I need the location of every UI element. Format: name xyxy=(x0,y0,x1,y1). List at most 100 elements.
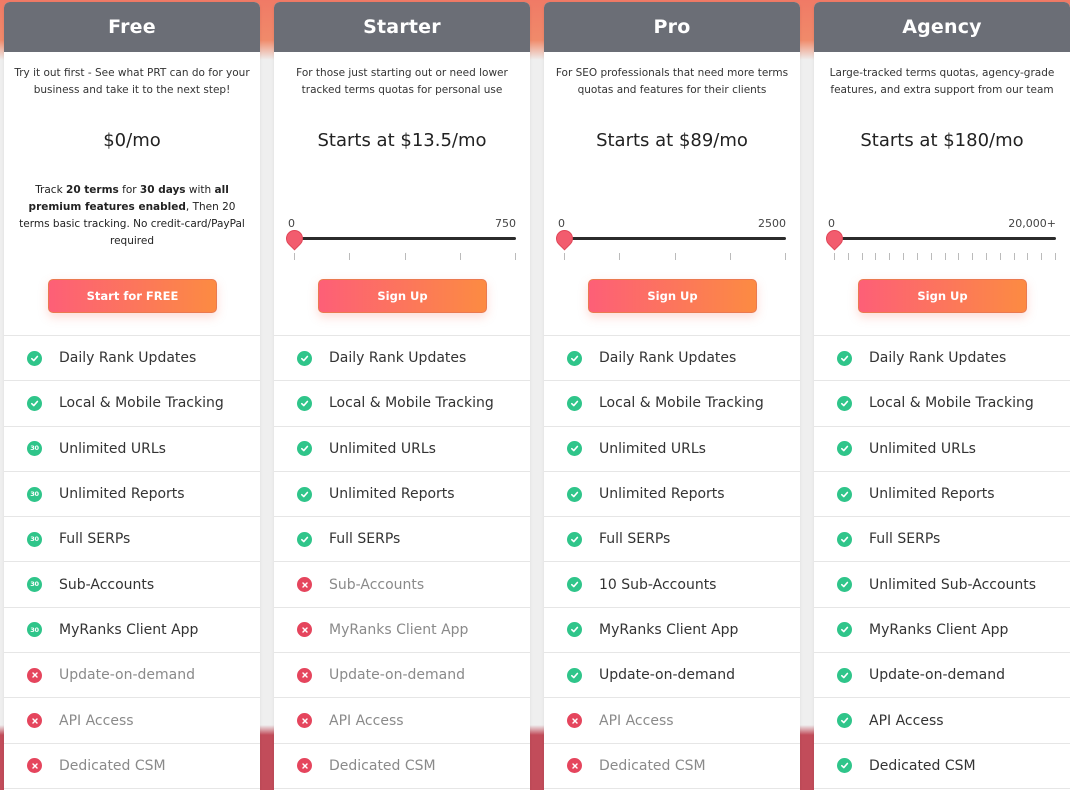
feature-row: Update-on-demand xyxy=(544,653,800,699)
slider-tick xyxy=(1027,253,1029,260)
slider-tick xyxy=(889,253,891,260)
note-text: for xyxy=(118,184,140,196)
plan-description: Large-tracked terms quotas, agency-grade… xyxy=(829,67,1055,96)
feature-row: Dedicated CSM xyxy=(814,744,1070,789)
check-circle-icon xyxy=(837,667,852,683)
feature-label: API Access xyxy=(599,712,674,729)
feature-label: Unlimited Sub-Accounts xyxy=(869,576,1037,593)
check-circle-icon xyxy=(837,713,852,729)
slider-min-label: 0 xyxy=(288,217,295,230)
slider-max-label: 20,000+ xyxy=(1008,217,1056,230)
plan-price: $0/mo xyxy=(103,130,161,151)
trial-30-days-icon: 30 xyxy=(27,441,42,457)
feature-row: Dedicated CSM xyxy=(544,744,800,789)
note-bold-days: 30 days xyxy=(139,184,186,196)
terms-slider-track[interactable] xyxy=(834,237,1056,240)
feature-row: Daily Rank Updates xyxy=(274,336,530,382)
check-circle-icon xyxy=(567,577,582,593)
plan-card-starter: Starter For those just starting out or n… xyxy=(274,2,530,790)
feature-row: API Access xyxy=(814,698,1070,744)
check-circle-icon xyxy=(567,486,582,502)
check-circle-icon xyxy=(837,441,852,457)
plan-card-agency: Agency Large-tracked terms quotas, agenc… xyxy=(814,2,1070,790)
feature-label: Full SERPs xyxy=(599,531,671,548)
check-circle-icon xyxy=(837,395,852,411)
trial-days-label: 30 xyxy=(30,444,39,453)
check-circle-icon xyxy=(837,486,852,502)
x-circle-icon xyxy=(27,667,42,683)
feature-row: API Access xyxy=(4,698,260,744)
feature-row: MyRanks Client App xyxy=(544,608,800,654)
sign-up-button[interactable]: Sign Up xyxy=(588,279,757,313)
feature-label: API Access xyxy=(869,712,944,729)
slider-tick xyxy=(903,253,905,260)
slider-tick xyxy=(958,253,960,260)
slider-max-label: 2500 xyxy=(758,217,786,230)
check-circle-icon xyxy=(567,395,582,411)
note-bold-terms: 20 terms xyxy=(66,184,119,196)
x-circle-icon xyxy=(297,577,312,593)
feature-list: Daily Rank Updates Local & Mobile Trackin… xyxy=(814,336,1070,789)
slider-ticks xyxy=(564,253,786,261)
slider-tick xyxy=(834,253,835,260)
terms-slider-handle[interactable] xyxy=(822,226,847,251)
check-circle-icon xyxy=(27,395,42,411)
feature-label: Unlimited URLs xyxy=(329,440,436,457)
slider-tick xyxy=(1041,253,1043,260)
slider-tick xyxy=(785,253,786,260)
feature-row: 30 Full SERPs xyxy=(4,517,260,563)
feature-row: Unlimited Sub-Accounts xyxy=(814,562,1070,608)
terms-slider-track[interactable] xyxy=(564,237,786,240)
check-circle-icon xyxy=(297,531,312,547)
note-bold-features: all premium features enabled xyxy=(28,184,229,213)
feature-label: Full SERPs xyxy=(59,531,131,548)
feature-row: 30 Unlimited Reports xyxy=(4,472,260,518)
slider-tick xyxy=(999,253,1001,260)
sign-up-button[interactable]: Sign Up xyxy=(318,279,487,313)
x-circle-icon xyxy=(567,713,582,729)
slider-min-label: 0 xyxy=(828,217,835,230)
slider-tick xyxy=(564,253,565,260)
trial-days-label: 30 xyxy=(30,580,39,589)
x-circle-icon xyxy=(27,758,42,774)
slider-tick xyxy=(619,253,621,260)
feature-label: MyRanks Client App xyxy=(329,621,469,638)
slider-tick xyxy=(985,253,987,260)
sign-up-button[interactable]: Sign Up xyxy=(858,279,1027,313)
x-circle-icon xyxy=(27,713,42,729)
slider-tick xyxy=(944,253,946,260)
feature-label: Unlimited Reports xyxy=(329,486,455,503)
trial-days-label: 30 xyxy=(30,489,39,498)
trial-30-days-icon: 30 xyxy=(27,622,42,638)
feature-label: Daily Rank Updates xyxy=(869,350,1007,367)
feature-row: Dedicated CSM xyxy=(4,744,260,789)
plan-card-pro: Pro For SEO professionals that need more… xyxy=(544,2,800,790)
feature-label: 10 Sub-Accounts xyxy=(599,576,717,593)
terms-slider-track[interactable] xyxy=(294,237,516,240)
note-text: , Then 20 terms basic tracking. No credi… xyxy=(19,201,245,247)
check-circle-icon xyxy=(567,350,582,366)
start-for-free-button[interactable]: Start for FREE xyxy=(48,279,217,313)
feature-label: Local & Mobile Tracking xyxy=(59,395,224,412)
feature-label: Unlimited URLs xyxy=(59,440,166,457)
feature-label: Daily Rank Updates xyxy=(599,350,737,367)
slider-tick xyxy=(515,253,516,260)
feature-row: Dedicated CSM xyxy=(274,744,530,789)
plan-summary: For SEO professionals that need more ter… xyxy=(544,52,800,336)
slider-tick xyxy=(1055,253,1056,260)
plan-description: For SEO professionals that need more ter… xyxy=(555,67,789,96)
terms-slider-handle[interactable] xyxy=(282,226,307,251)
feature-label: Dedicated CSM xyxy=(329,757,436,774)
feature-row: MyRanks Client App xyxy=(274,608,530,654)
feature-row: Local & Mobile Tracking xyxy=(814,381,1070,427)
feature-row: Full SERPs xyxy=(274,517,530,563)
slider-tick xyxy=(916,253,918,260)
feature-label: Full SERPs xyxy=(329,531,401,548)
feature-label: Update-on-demand xyxy=(599,667,735,684)
terms-slider-handle[interactable] xyxy=(552,226,577,251)
x-circle-icon xyxy=(567,758,582,774)
feature-list: Daily Rank Updates Local & Mobile Trackin… xyxy=(544,336,800,789)
plan-card-free: Free Try it out first - See what PRT can… xyxy=(4,2,260,790)
feature-row: Update-on-demand xyxy=(4,653,260,699)
slider-tick xyxy=(459,253,461,260)
